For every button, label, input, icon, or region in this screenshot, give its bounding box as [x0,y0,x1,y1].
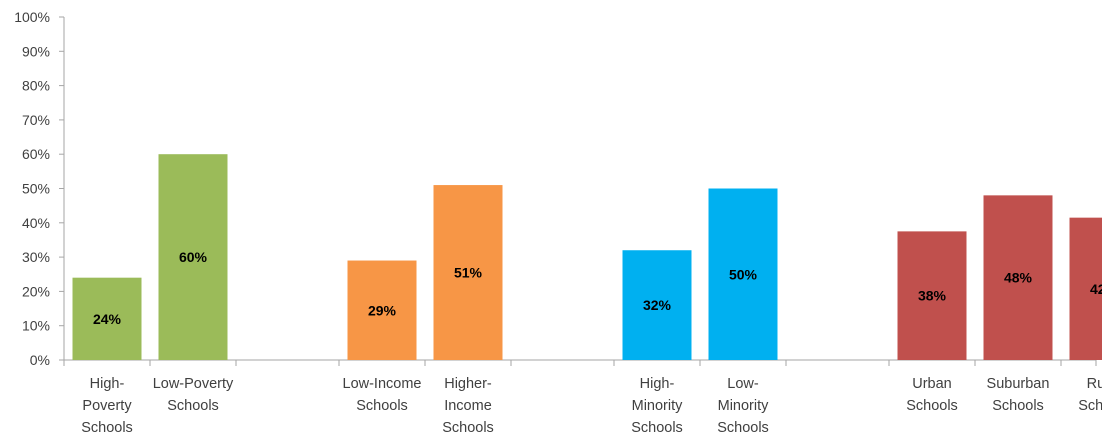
bar [1069,217,1102,360]
bar-value-label: 50% [729,266,758,282]
category-label: Schools [906,398,958,414]
category-label: Schools [356,398,408,414]
bar-value-label: 51% [454,265,483,281]
category-label: Minority [718,398,770,414]
bar [622,250,692,360]
bar-value-label: 42% [1090,281,1102,297]
y-axis: 0% 10% 20% 30% 40% 50% 60% 70% 80% 90% 100% [14,9,65,368]
category-label: Low- [727,376,759,392]
y-tick-label: 40% [22,215,50,231]
category-label: Rural [1087,376,1102,392]
category-label: Schools [442,420,494,436]
category-label: Income [444,398,492,414]
y-tick-label: 50% [22,181,50,197]
y-tick-label: 20% [22,283,50,299]
bar [72,277,142,360]
bars [72,154,1102,360]
category-label: Minority [632,398,684,414]
bar [897,231,967,360]
category-label: Schools [81,420,133,436]
category-label: Low-Income [343,376,422,392]
category-label: Schools [992,398,1044,414]
category-labels: High- Poverty Schools Low-Poverty Schools Low… [81,376,1102,436]
category-label: Low-Poverty [153,376,234,392]
bar-value-label: 32% [643,297,672,313]
category-label: Suburban [987,376,1050,392]
bar [433,185,503,360]
bar [347,260,417,360]
bar-value-label: 48% [1004,270,1033,286]
bar-value-label: 29% [368,302,397,318]
bar [708,188,778,360]
category-label: Higher- [444,376,492,392]
y-tick-label: 100% [14,9,50,25]
y-tick-label: 90% [22,43,50,59]
y-tick-label: 70% [22,112,50,128]
y-tick-label: 10% [22,318,50,334]
bar-value-label: 38% [918,288,947,304]
category-label: Schools [1078,398,1102,414]
y-tick-label: 0% [30,352,50,368]
x-axis [63,359,1097,366]
category-label: Schools [631,420,683,436]
bar [983,195,1053,360]
category-label: Poverty [82,398,132,414]
category-label: High- [640,376,675,392]
bar [158,154,228,360]
bar-value-label: 24% [93,311,122,327]
y-tick-label: 60% [22,146,50,162]
bar-value-label: 60% [179,249,208,265]
y-tick-label: 30% [22,249,50,265]
category-label: Urban [912,376,952,392]
y-tick-label: 80% [22,78,50,94]
category-label: Schools [717,420,769,436]
data-labels: 24% 60% 29% 51% 32% 50% 38% 48% 42% [93,249,1102,327]
category-label: Schools [167,398,219,414]
category-label: High- [90,376,125,392]
